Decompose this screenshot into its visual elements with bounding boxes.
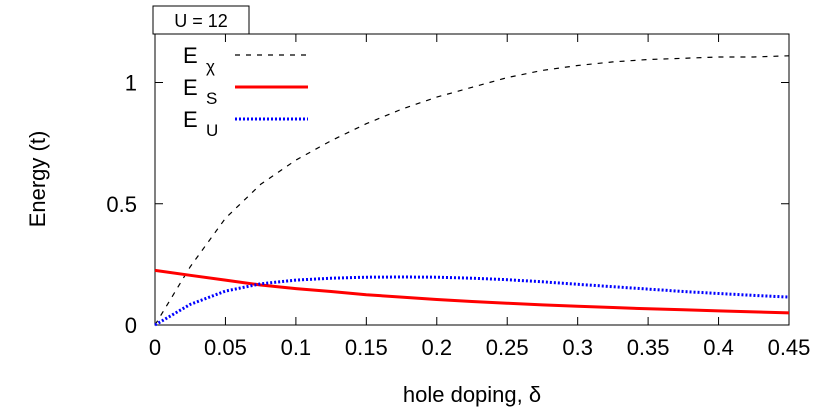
y-tick-label: 1: [125, 71, 137, 96]
annotation-box: U = 12: [152, 5, 250, 35]
x-tick-label: 0.3: [562, 335, 593, 360]
series-line-3: [154, 275, 790, 327]
y-axis-title: Energy (t): [25, 131, 50, 228]
y-tick-label: 0: [125, 313, 137, 338]
x-tick-label: 0.25: [486, 335, 529, 360]
x-tick-label: 0.15: [345, 335, 388, 360]
x-tick-label: 0: [149, 335, 161, 360]
y-tick-label: 0.5: [106, 192, 137, 217]
legend-label-2: E: [183, 75, 198, 100]
x-tick-label: 0.4: [703, 335, 734, 360]
legend-label-1: E: [183, 43, 198, 68]
annotation-label: U = 12: [174, 11, 228, 31]
x-axis-title: hole doping, δ: [403, 382, 541, 407]
series-line-2: [154, 268, 790, 315]
x-tick-label: 0.35: [627, 335, 670, 360]
series-line-1: [154, 55, 790, 326]
legend-sub-3: U: [206, 121, 218, 140]
plot-frame: [154, 33, 790, 326]
series-lines: [154, 55, 790, 327]
plot-border: [154, 33, 790, 326]
annotation-frame: [152, 5, 250, 35]
axis-ticks: 0 0.05 0.1 0.15 0.2 0.25 0.3 0.35 0.4 0.45 0 0.5 1: [106, 34, 810, 360]
x-tick-label: 0.05: [204, 335, 247, 360]
x-tick-label: 0.1: [281, 335, 312, 360]
legend-sub-2: S: [206, 89, 217, 108]
x-tick-label: 0.45: [768, 335, 811, 360]
legend-label-3: E: [183, 107, 198, 132]
x-tick-label: 0.2: [421, 335, 452, 360]
legend-sub-1: χ: [206, 57, 215, 76]
